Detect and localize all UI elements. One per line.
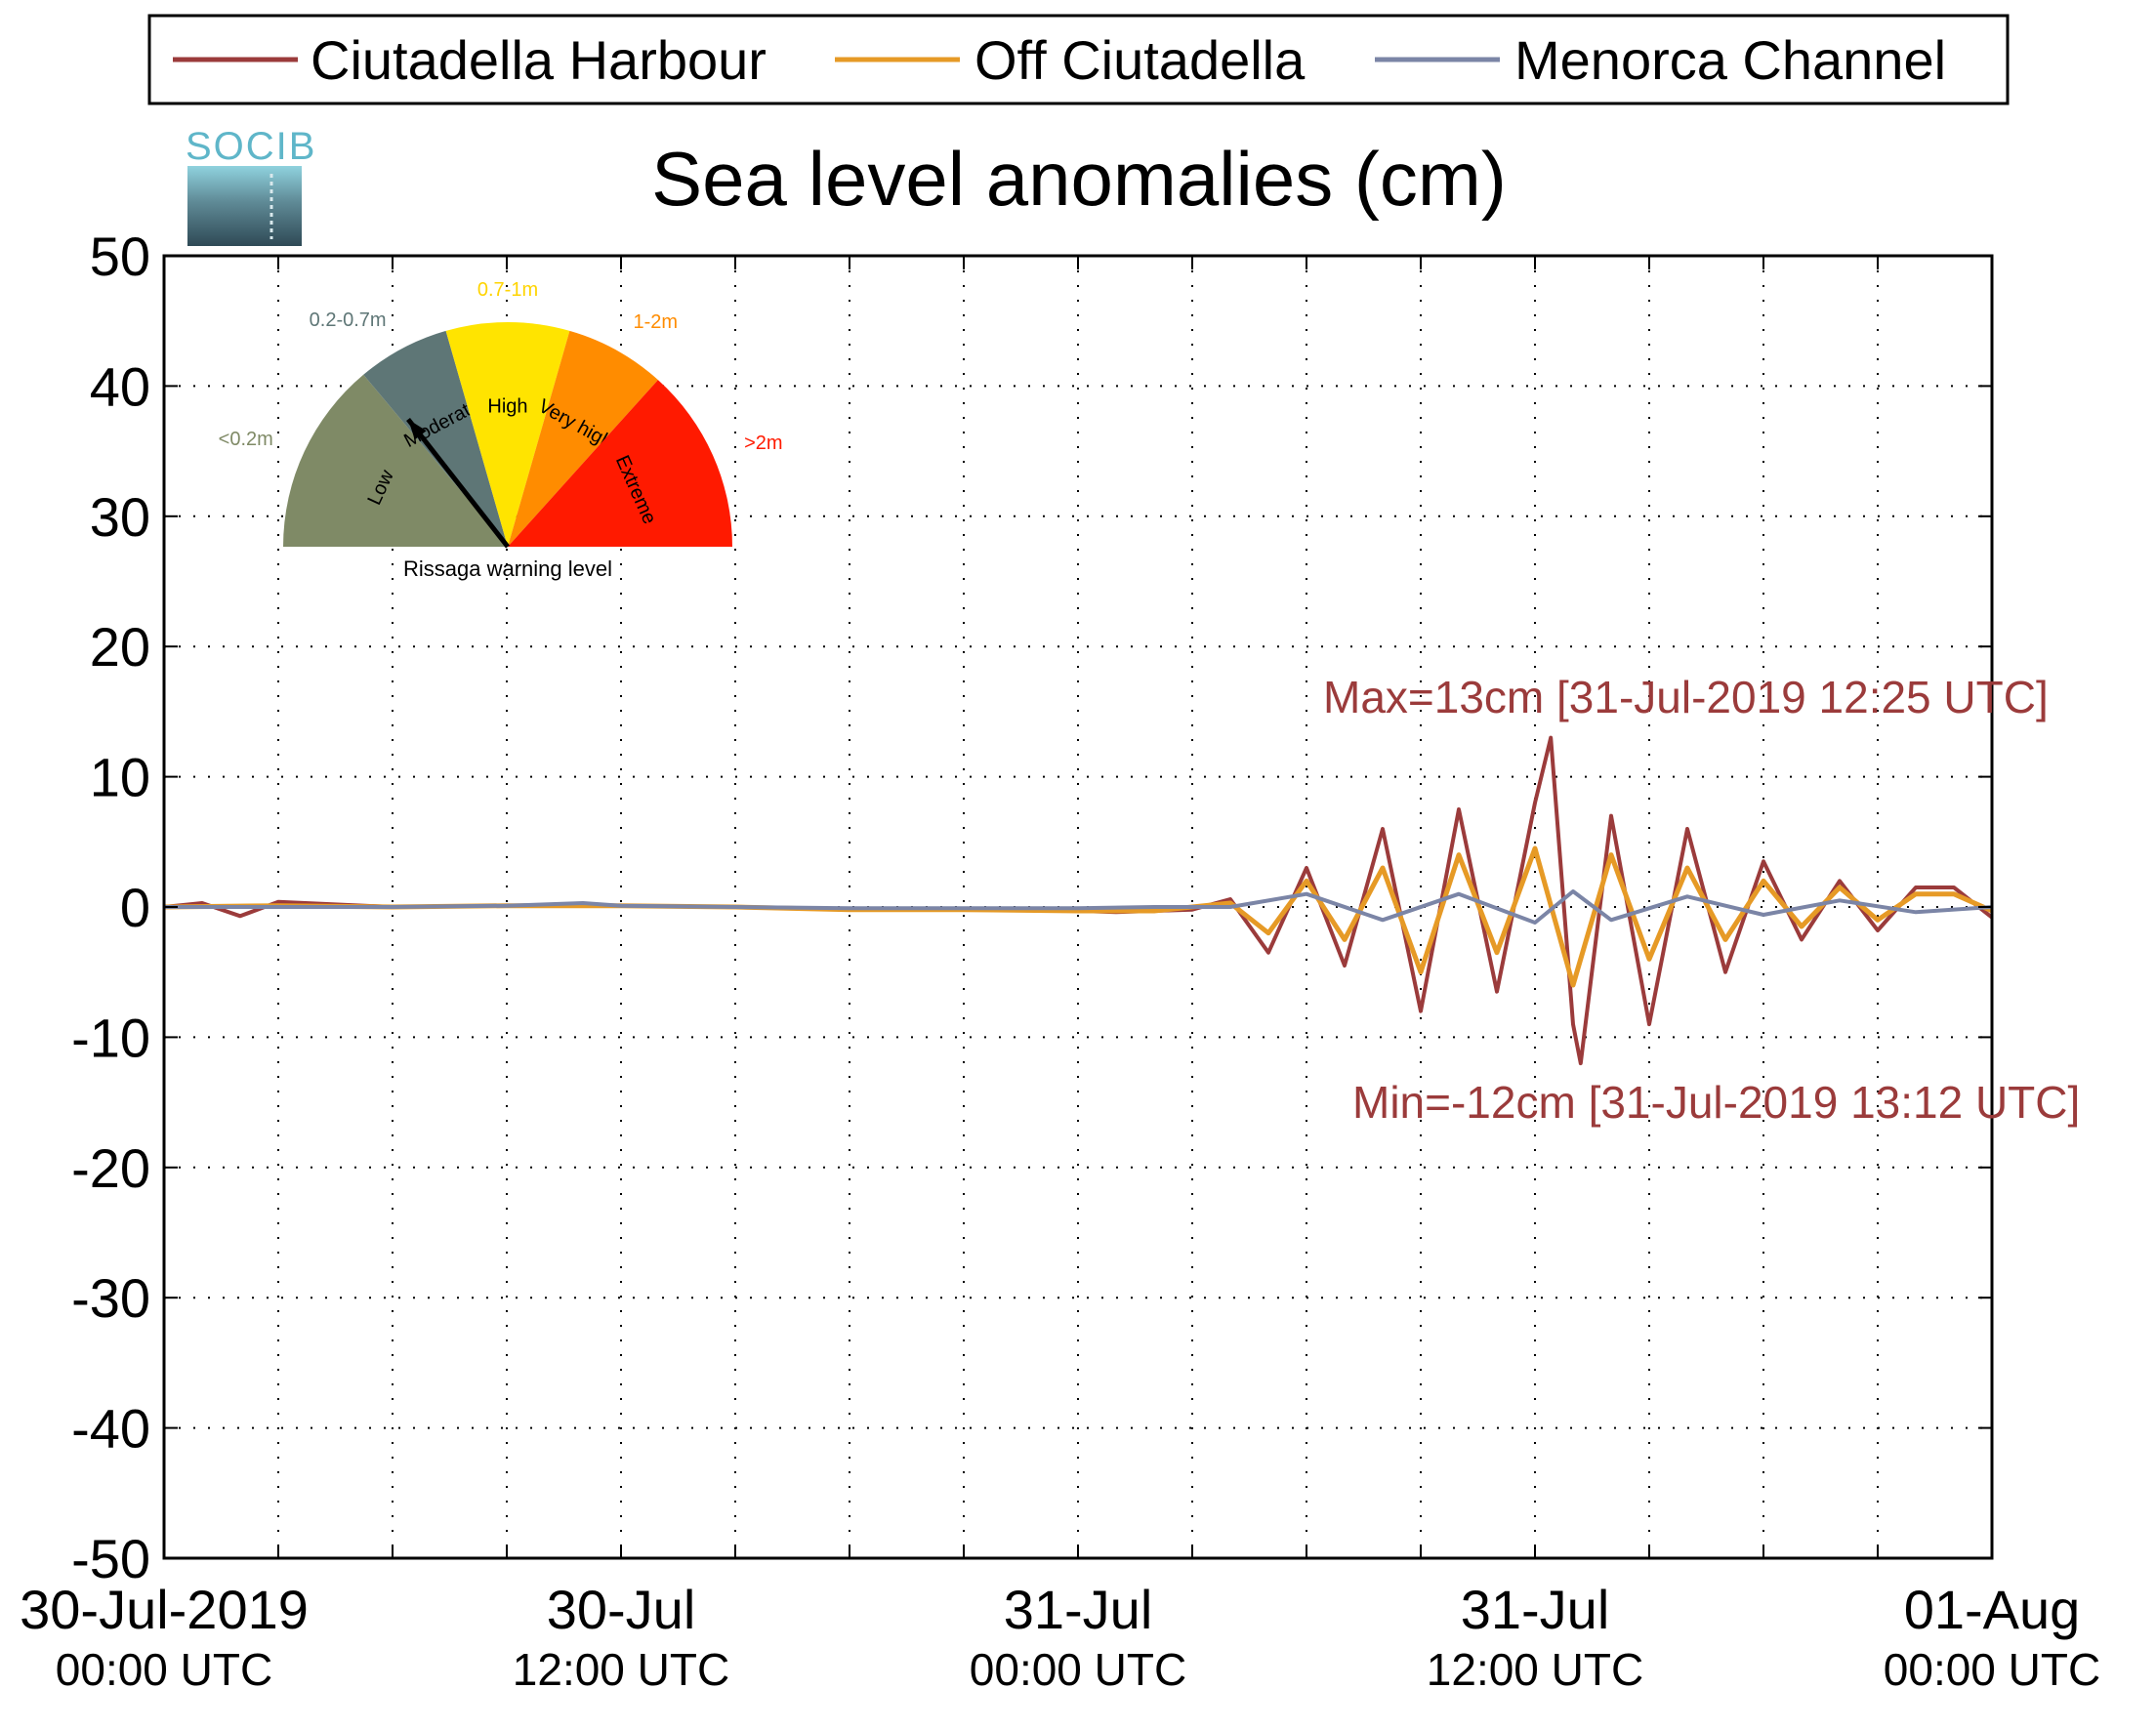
gauge-caption: Rissaga warning level	[403, 556, 612, 581]
legend-label-menorca-channel: Menorca Channel	[1514, 29, 1946, 91]
y-tick-label: -10	[71, 1007, 150, 1068]
y-tick-label: -40	[71, 1398, 150, 1460]
legend-label-ciutadella-harbour: Ciutadella Harbour	[311, 29, 767, 91]
min-annotation: Min=-12cm [31-Jul-2019 13:12 UTC]	[1352, 1077, 2080, 1128]
tick-layer: 50403020100-10-20-30-40-5030-Jul-201900:…	[20, 226, 2100, 1695]
gauge-sector-high	[445, 321, 570, 547]
y-tick-label: 20	[90, 616, 150, 678]
gauge-needle	[406, 417, 510, 549]
x-tick-time-label: 00:00 UTC	[56, 1644, 272, 1695]
x-tick-time-label: 00:00 UTC	[1884, 1644, 2100, 1695]
y-tick-label: 0	[120, 877, 150, 938]
x-tick-date-label: 30-Jul	[547, 1579, 696, 1640]
y-tick-label: 30	[90, 486, 150, 548]
gauge-sector-extreme	[508, 380, 732, 547]
y-tick-label: 50	[90, 226, 150, 287]
logo-text: SOCIB	[186, 125, 316, 168]
gauge-sector-moderate	[363, 330, 508, 547]
gauge-sector-low	[283, 374, 508, 547]
x-tick-time-label: 12:00 UTC	[1427, 1644, 1643, 1695]
max-annotation: Max=13cm [31-Jul-2019 12:25 UTC]	[1323, 672, 2049, 722]
socib-logo: SOCIB	[186, 125, 316, 246]
y-tick-label: -50	[71, 1528, 150, 1589]
x-tick-time-label: 12:00 UTC	[513, 1644, 729, 1695]
series-layer	[163, 735, 1994, 1066]
legend-label-off-ciutadella: Off Ciutadella	[974, 29, 1306, 91]
x-tick-date-label: 31-Jul	[1004, 1579, 1153, 1640]
y-tick-label: -20	[71, 1137, 150, 1199]
y-tick-label: -30	[71, 1267, 150, 1329]
x-tick-date-label: 31-Jul	[1461, 1579, 1610, 1640]
gauge-range-label-high: 0.7-1m	[477, 279, 538, 301]
x-tick-time-label: 00:00 UTC	[970, 1644, 1186, 1695]
logo-mark	[187, 166, 302, 246]
x-tick-date-label: 01-Aug	[1904, 1579, 2081, 1640]
gauge-sector-very-high	[508, 330, 658, 547]
gauge-range-label-low: <0.2m	[219, 429, 273, 450]
gauge-range-label-moderate: 0.2-0.7m	[310, 309, 387, 331]
x-tick-date-label: 30-Jul-2019	[20, 1579, 309, 1640]
gauge-level-label-high: High	[487, 396, 527, 418]
chart-title: Sea level anomalies (cm)	[651, 136, 1507, 222]
gauge-needle-arrowhead	[408, 419, 427, 440]
series-menorca-channel-line	[164, 889, 1993, 925]
rissaga-gauge: Rissaga warning level Low<0.2m Moderate0.…	[219, 279, 783, 581]
y-tick-label: 40	[90, 355, 150, 417]
gauge-range-label-extreme: >2m	[744, 432, 782, 454]
gauge-range-label-very-high: 1-2m	[634, 311, 679, 333]
grid	[164, 256, 1992, 1558]
y-tick-label: 10	[90, 747, 150, 808]
legend-box	[147, 14, 2010, 105]
legend: Ciutadella Harbour Off Ciutadella Menorc…	[147, 14, 2010, 105]
